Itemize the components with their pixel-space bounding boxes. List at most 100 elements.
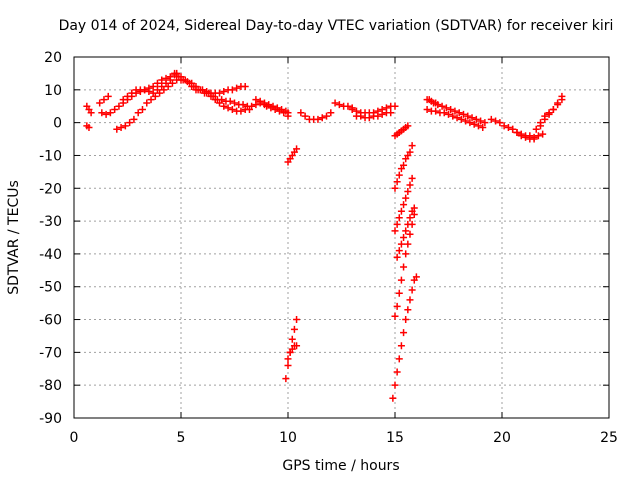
data-point: [293, 316, 301, 324]
data-point: [87, 109, 95, 117]
data-point: [402, 250, 410, 258]
data-point: [464, 112, 472, 120]
x-tick-label: 0: [70, 430, 79, 446]
data-point: [297, 109, 305, 117]
data-point: [158, 83, 166, 91]
data-point: [98, 109, 106, 117]
y-axis-label: SDTVAR / TECUs: [6, 180, 22, 295]
series-arc-c: [96, 92, 112, 107]
data-point: [374, 112, 382, 120]
data-point: [412, 273, 420, 281]
data-point: [188, 83, 196, 91]
data-point: [395, 171, 403, 179]
data-point: [104, 92, 112, 100]
data-point: [318, 114, 326, 122]
data-point: [271, 106, 279, 114]
data-point: [406, 214, 414, 222]
data-point: [166, 76, 174, 84]
data-point: [327, 109, 335, 117]
data-point: [537, 122, 545, 130]
data-point: [245, 106, 253, 114]
data-point: [393, 368, 401, 376]
data-point: [453, 114, 461, 122]
data-point: [348, 106, 356, 114]
data-point: [124, 92, 131, 100]
series-arc-y: [423, 96, 489, 127]
data-point: [554, 99, 562, 107]
data-point: [402, 316, 410, 324]
y-tick-label: 20: [44, 50, 62, 66]
data-point: [393, 253, 401, 261]
data-point: [558, 92, 566, 100]
data-point: [335, 101, 343, 109]
data-point: [275, 107, 283, 115]
data-point: [288, 335, 296, 343]
data-point: [241, 83, 249, 91]
data-point: [408, 286, 416, 294]
data-point: [513, 128, 521, 136]
data-point: [239, 101, 247, 109]
series-arc-n: [331, 99, 356, 112]
data-point: [141, 86, 149, 94]
chart-title: Day 014 of 2024, Sidereal Day-to-day VTE…: [59, 18, 614, 34]
data-point: [395, 355, 403, 363]
data-point: [121, 122, 129, 130]
data-points: [83, 69, 566, 402]
data-point: [400, 329, 408, 337]
data-point: [549, 106, 557, 114]
data-point: [224, 104, 232, 112]
grid: [74, 57, 609, 418]
data-point: [113, 125, 121, 133]
data-point: [406, 181, 414, 189]
y-tick-label: -10: [39, 148, 62, 164]
series-arc-i: [198, 86, 253, 115]
series-arc-p: [352, 109, 395, 122]
data-point: [226, 97, 234, 105]
x-tick-label: 20: [493, 430, 511, 446]
data-point: [447, 106, 455, 114]
data-point: [344, 102, 352, 110]
y-tick-label: -60: [39, 313, 62, 329]
data-point: [496, 119, 504, 127]
data-point: [404, 122, 412, 130]
y-tick-label: -40: [39, 247, 62, 263]
data-point: [231, 99, 238, 107]
data-point: [410, 211, 418, 219]
data-point: [220, 102, 228, 110]
data-point: [314, 115, 322, 123]
data-point: [400, 201, 408, 209]
data-point: [252, 96, 260, 104]
data-point: [406, 230, 414, 238]
series-arc-l: [284, 145, 301, 166]
series-arc-v: [389, 273, 420, 402]
data-point: [284, 112, 292, 120]
series-arc-b: [83, 122, 93, 132]
data-point: [400, 263, 408, 271]
data-point: [138, 106, 146, 114]
data-point: [451, 107, 459, 115]
data-point: [267, 104, 275, 112]
series-arc-x: [284, 342, 301, 363]
data-point: [440, 109, 448, 117]
data-point: [522, 133, 530, 141]
data-point: [211, 96, 219, 104]
series-arc-aa: [487, 115, 547, 141]
series-arc-f: [119, 69, 179, 104]
data-point: [106, 109, 114, 117]
data-point: [216, 99, 224, 107]
data-point: [517, 132, 525, 140]
data-point: [397, 342, 405, 350]
data-point: [395, 247, 403, 255]
data-point: [284, 355, 292, 363]
data-point: [397, 276, 405, 284]
data-point: [404, 306, 412, 314]
data-point: [331, 99, 339, 107]
data-point: [128, 89, 136, 97]
data-point: [410, 204, 418, 212]
data-point: [293, 342, 301, 350]
data-point: [545, 110, 553, 118]
data-point: [228, 86, 236, 94]
data-point: [293, 145, 301, 153]
data-point: [474, 122, 482, 130]
